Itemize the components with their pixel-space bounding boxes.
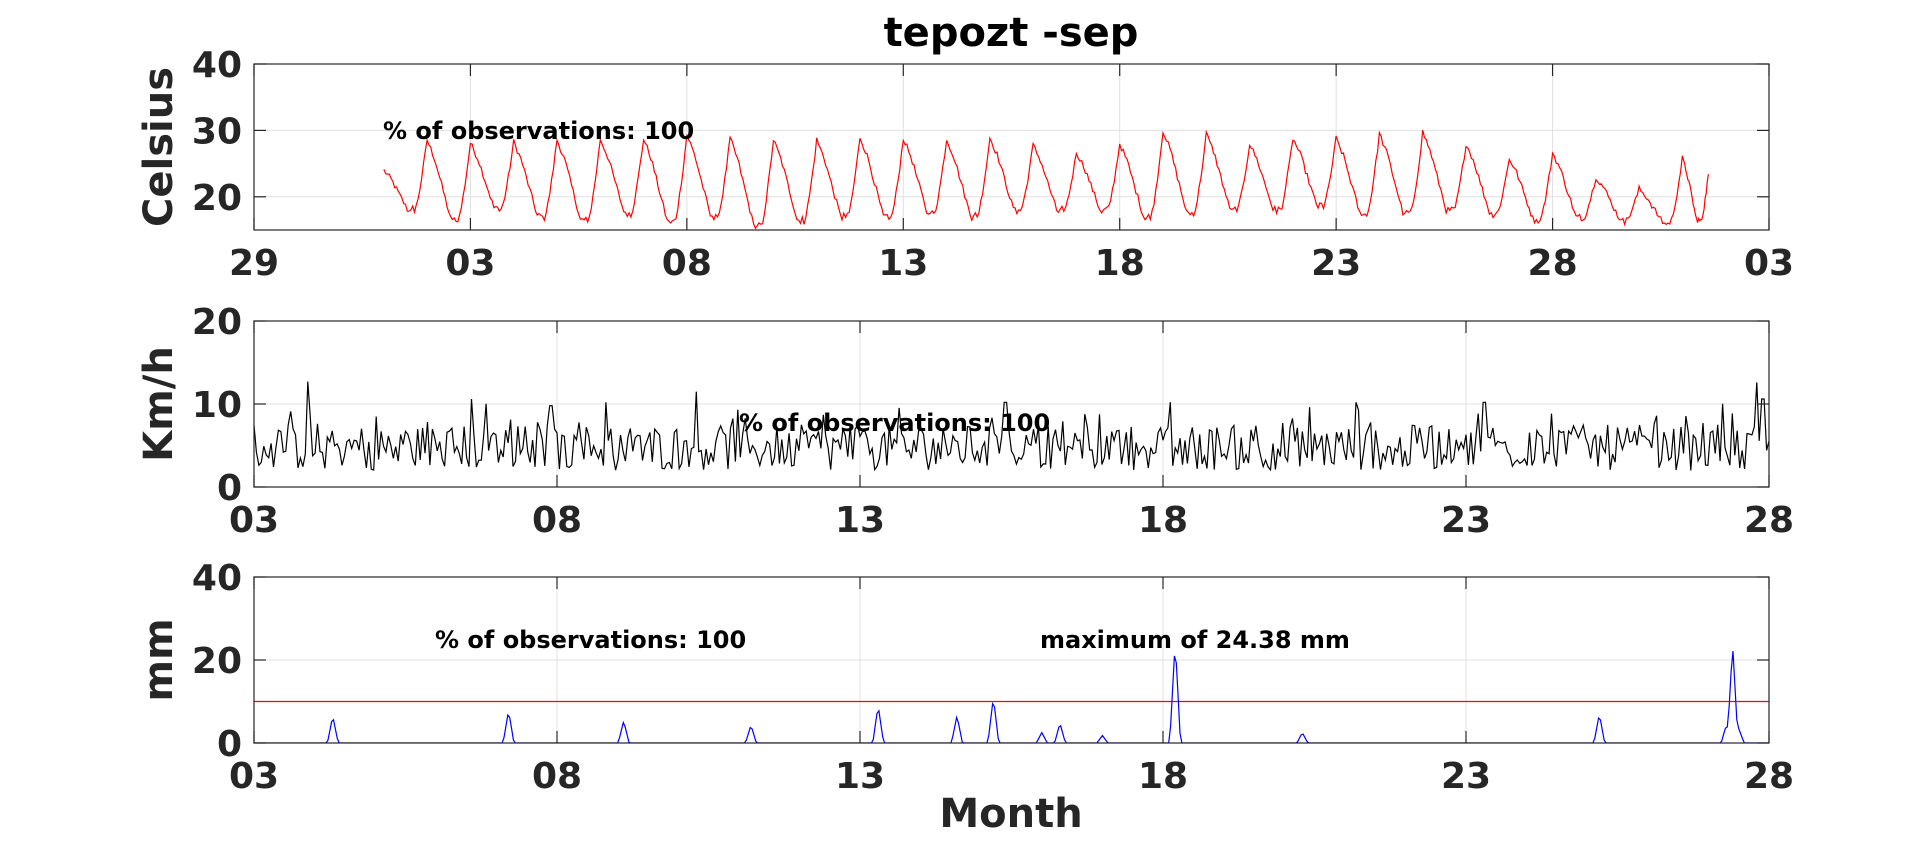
y-axis-label: mm	[136, 618, 182, 701]
x-tick-label: 28	[1744, 500, 1794, 541]
chart-title: tepozt -sep	[884, 10, 1139, 56]
x-tick-label: 13	[878, 243, 928, 284]
x-tick-label: 18	[1138, 500, 1188, 541]
maximum-annotation: maximum of 24.38 mm	[1040, 626, 1350, 654]
x-tick-label: 08	[532, 756, 582, 797]
x-tick-label: 28	[1744, 756, 1794, 797]
observations-annotation: % of observations: 100	[739, 409, 1050, 437]
x-tick-label: 28	[1528, 243, 1578, 284]
y-tick-label: 0	[217, 724, 242, 765]
x-tick-label: 13	[835, 756, 885, 797]
series-line	[383, 129, 1709, 230]
x-tick-label: 23	[1311, 243, 1361, 284]
x-tick-label: 18	[1138, 756, 1188, 797]
y-axis-label: Celsius	[136, 67, 182, 227]
observations-annotation: % of observations: 100	[435, 626, 746, 654]
x-tick-label: 18	[1095, 243, 1145, 284]
y-tick-label: 10	[192, 385, 242, 426]
x-axis-label: Month	[939, 791, 1082, 837]
y-tick-label: 40	[192, 558, 242, 599]
x-tick-label: 03	[229, 500, 279, 541]
x-tick-label: 08	[532, 500, 582, 541]
axes-box	[253, 63, 1770, 231]
x-tick-label: 03	[229, 756, 279, 797]
x-tick-label: 23	[1441, 500, 1491, 541]
y-tick-label: 40	[192, 45, 242, 86]
x-tick-label: 29	[229, 243, 279, 284]
y-tick-label: 0	[217, 468, 242, 509]
series-line	[254, 651, 1769, 743]
x-tick-label: 03	[1744, 243, 1794, 284]
x-tick-label: 08	[662, 243, 712, 284]
y-axis-label: Km/h	[136, 346, 182, 462]
y-tick-label: 20	[192, 302, 242, 343]
observations-annotation: % of observations: 100	[383, 117, 694, 145]
series-line	[254, 381, 1769, 472]
y-tick-label: 30	[192, 111, 242, 152]
y-tick-label: 20	[192, 178, 242, 219]
x-tick-label: 03	[445, 243, 495, 284]
y-tick-label: 20	[192, 641, 242, 682]
x-tick-label: 23	[1441, 756, 1491, 797]
x-tick-label: 13	[835, 500, 885, 541]
